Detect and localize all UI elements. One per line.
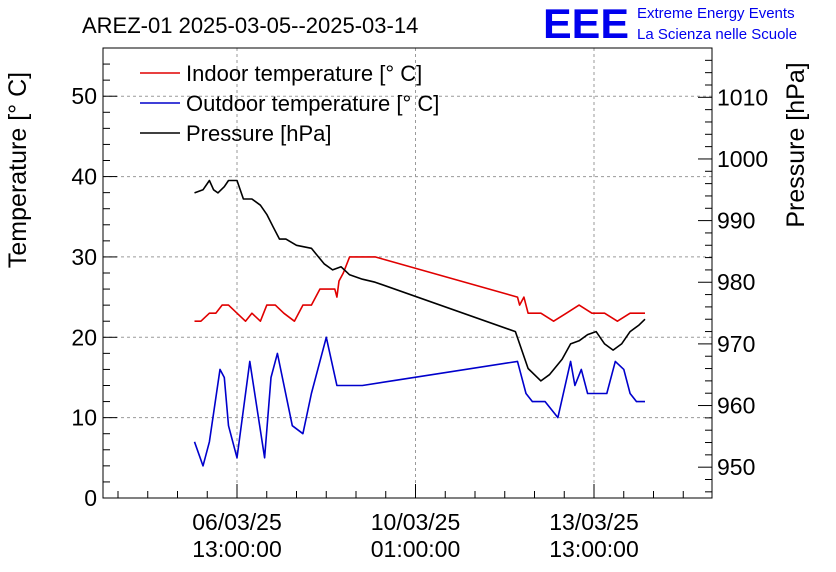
x-tick-label-date: 13/03/25 <box>549 509 639 535</box>
y-tick-label: 30 <box>71 244 97 270</box>
logo-mark: EEE <box>543 0 629 47</box>
legend-entry: Pressure [hPa] <box>186 121 332 146</box>
series-line-3 <box>194 179 646 382</box>
y-tick-label: 10 <box>71 405 97 431</box>
y2-tick-label: 970 <box>717 331 755 357</box>
y-tick-label: 50 <box>71 83 97 109</box>
y2-tick-label: 960 <box>717 393 755 419</box>
legend-entry: Indoor temperature [° C] <box>186 61 422 86</box>
x-tick-label-date: 06/03/25 <box>192 509 282 535</box>
series-line-1 <box>194 256 645 322</box>
series-layer <box>193 179 646 467</box>
x-tick-label-time: 13:00:00 <box>549 536 639 562</box>
axes <box>102 47 713 499</box>
plot-frame <box>102 47 713 499</box>
logo-line-1: Extreme Energy Events <box>637 5 795 22</box>
y-tick-label: 20 <box>71 324 97 350</box>
tick-labels: 0 10 20 30 40 50 950 960 970 980 990 1000 1010 06/03/… <box>71 83 768 562</box>
legend: Indoor temperature [° C] Outdoor temperat… <box>140 61 439 146</box>
y2-tick-label: 980 <box>717 269 755 295</box>
grid <box>103 48 712 498</box>
x-tick-label-time: 13:00:00 <box>192 536 282 562</box>
y2-tick-label: 1000 <box>717 146 768 172</box>
series-line-2 <box>193 336 645 467</box>
chart-title: AREZ-01 2025-03-05--2025-03-14 <box>82 13 418 38</box>
logo-line-2: La Scienza nelle Scuole <box>637 26 797 43</box>
y-tick-label: 0 <box>84 485 97 511</box>
y-tick-label: 40 <box>71 164 97 190</box>
y2-tick-label: 1010 <box>717 84 768 110</box>
x-tick-label-date: 10/03/25 <box>371 509 461 535</box>
y2-axis-label: Pressure [hPa] <box>782 62 810 227</box>
y-axis-label: Temperature [° C] <box>4 72 32 268</box>
y2-tick-label: 990 <box>717 208 755 234</box>
y2-tick-label: 950 <box>717 454 755 480</box>
legend-entry: Outdoor temperature [° C] <box>186 91 439 116</box>
x-tick-label-time: 01:00:00 <box>371 536 461 562</box>
eee-logo: EEE Extreme Energy Events La Scienza nel… <box>543 0 797 47</box>
